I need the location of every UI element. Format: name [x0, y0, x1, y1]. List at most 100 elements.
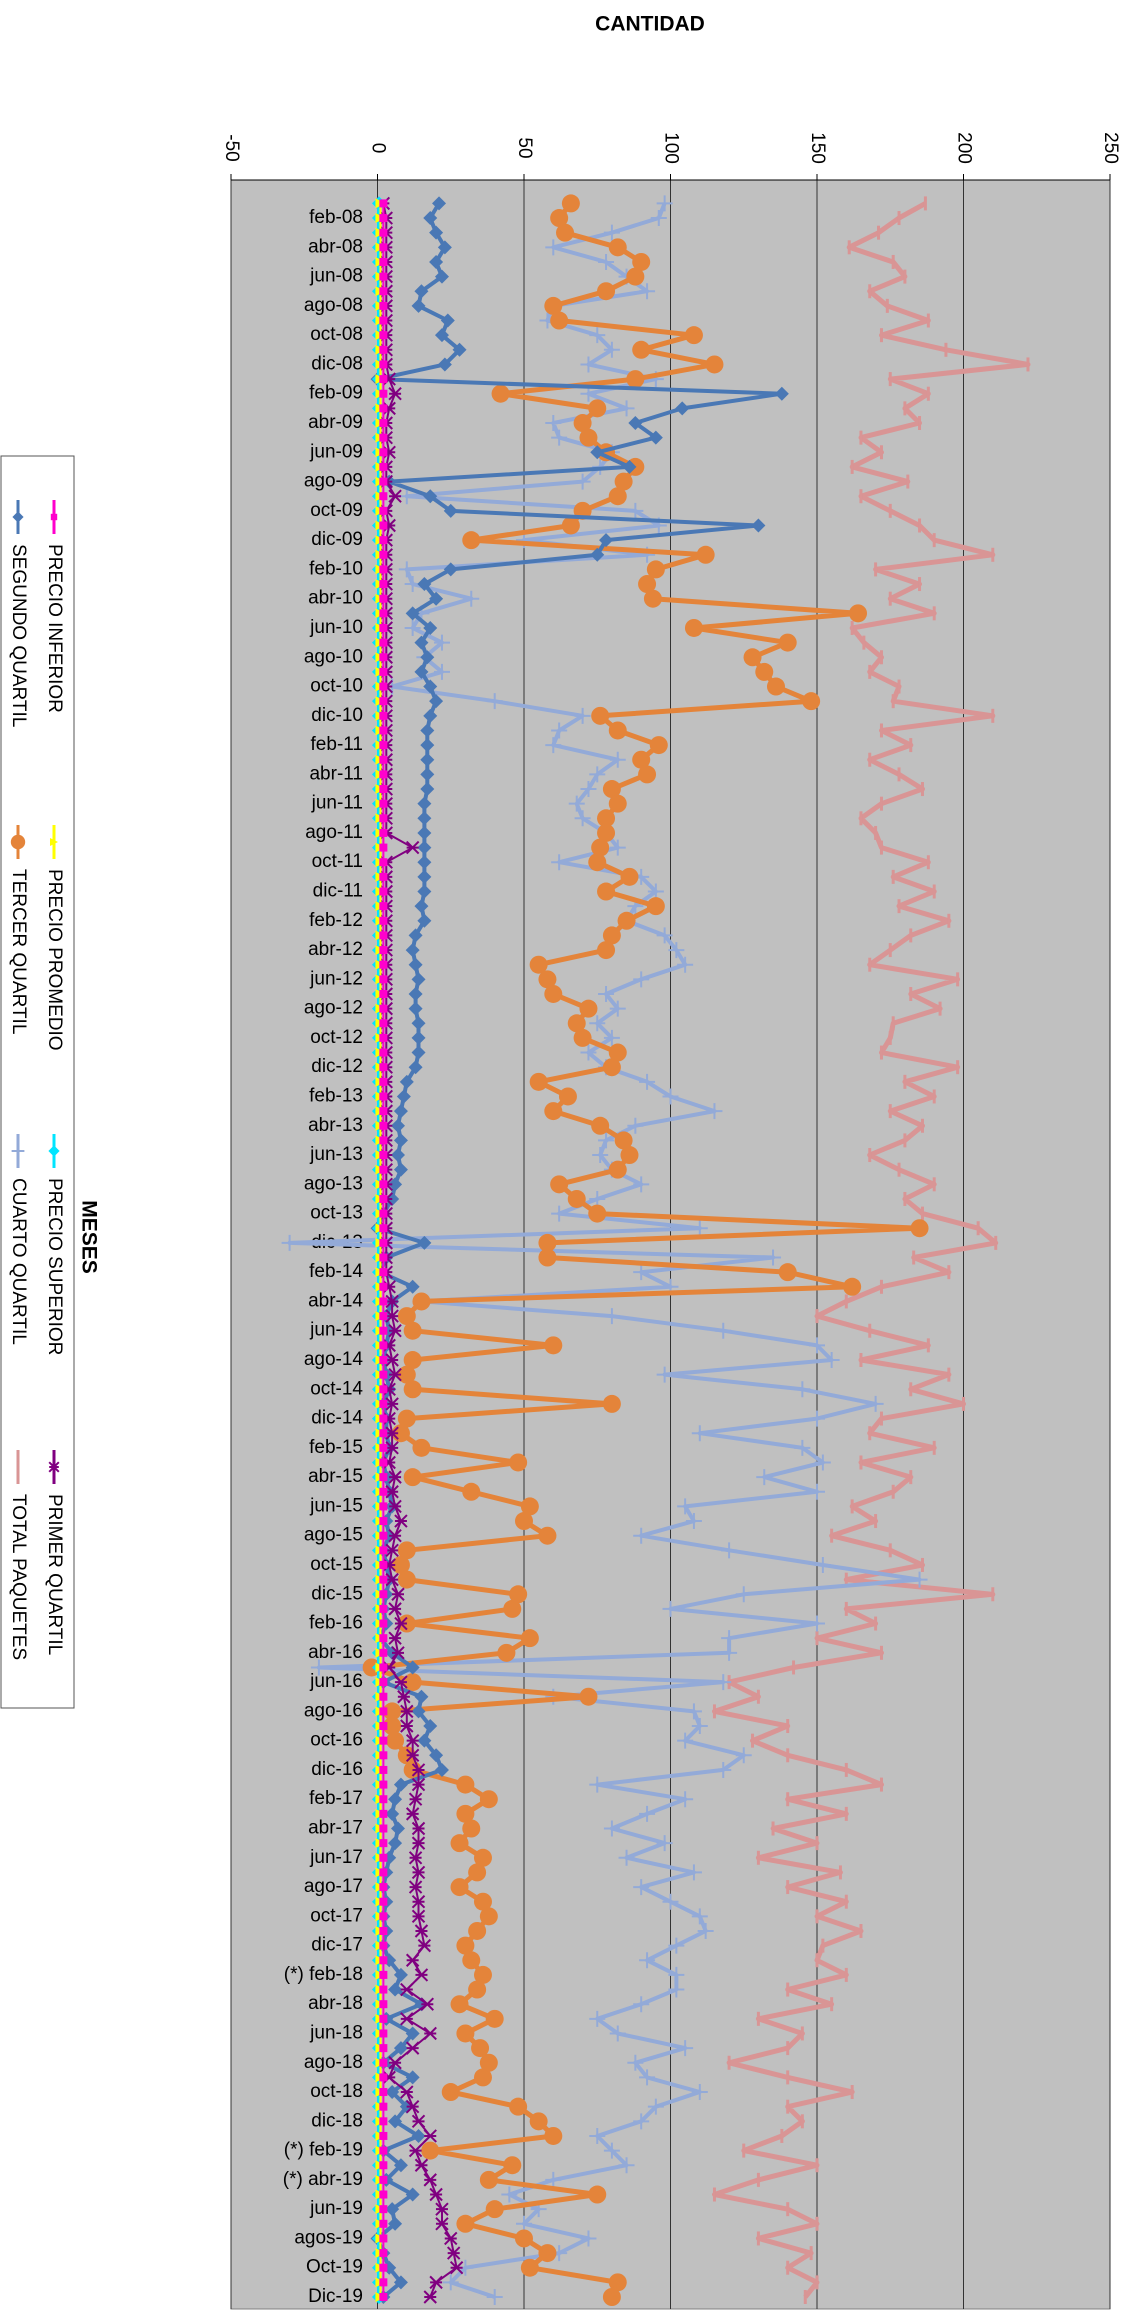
data-point: [379, 1795, 388, 1804]
data-point: [379, 1209, 388, 1218]
data-point: [515, 2229, 533, 2248]
data-point: [417, 884, 432, 899]
data-point: [691, 1220, 708, 1237]
data-point: [379, 2058, 388, 2067]
category-label: agos-19: [294, 2227, 363, 2248]
category-label: jun-15: [309, 1495, 363, 1516]
data-point: [379, 433, 388, 442]
data-point: [691, 1718, 708, 1735]
data-point: [414, 899, 429, 914]
data-point: [379, 2219, 388, 2228]
data-point: [379, 2146, 388, 2155]
data-point: [633, 2113, 650, 2130]
data-point: [910, 1219, 929, 1238]
data-point: [602, 2288, 621, 2306]
data-point: [411, 1894, 426, 1909]
data-point: [420, 752, 435, 767]
data-point: [379, 814, 388, 823]
data-point: [529, 1072, 548, 1091]
data-point: [618, 400, 635, 417]
data-point: [420, 650, 435, 665]
category-label: Dic-19: [308, 2286, 363, 2307]
data-point: [602, 1394, 621, 1413]
data-point: [379, 404, 388, 413]
data-point: [706, 1103, 723, 1120]
data-point: [556, 223, 575, 242]
data-point: [379, 1151, 388, 1160]
data-point: [691, 1425, 708, 1442]
data-point: [429, 591, 444, 606]
legend-label: PRECIO INFERIOR: [44, 544, 65, 713]
data-point: [503, 2156, 522, 2175]
data-point: [551, 722, 568, 739]
data-point: [379, 1414, 388, 1423]
data-point: [423, 2026, 437, 2041]
data-point: [573, 414, 592, 433]
data-point: [379, 2249, 388, 2258]
data-point: [456, 2024, 475, 2043]
data-point: [379, 462, 388, 471]
data-point: [633, 1176, 650, 1193]
data-point: [608, 721, 627, 740]
category-label: dic-14: [311, 1408, 363, 1429]
data-point: [715, 1322, 732, 1339]
data-point: [385, 1485, 399, 1499]
data-point: [379, 580, 388, 589]
data-point: [405, 1748, 420, 1763]
value-tick-label: 250: [1100, 132, 1121, 164]
category-label: ago-18: [304, 2052, 363, 2073]
data-point: [520, 2258, 539, 2277]
data-point: [379, 2014, 388, 2023]
data-point: [281, 1234, 298, 1251]
category-label: abr-16: [308, 1642, 363, 1663]
data-point: [440, 313, 455, 328]
data-point: [685, 1864, 702, 1881]
category-label: oct-11: [312, 851, 363, 872]
data-point: [597, 282, 616, 301]
data-point: [633, 1879, 650, 1896]
data-point: [400, 1704, 414, 1719]
data-point: [603, 224, 620, 241]
data-point: [550, 1175, 569, 1194]
data-point: [379, 1312, 388, 1321]
data-point: [809, 1337, 825, 1354]
data-point: [379, 1765, 388, 1774]
data-point: [417, 796, 432, 811]
data-point: [867, 1395, 884, 1412]
value-tick-label: -50: [221, 134, 242, 161]
data-point: [608, 794, 627, 813]
data-point: [379, 1897, 388, 1906]
data-point: [649, 736, 668, 755]
data-point: [675, 401, 690, 416]
data-point: [608, 1160, 627, 1179]
data-point: [573, 1028, 592, 1047]
data-point: [379, 1121, 388, 1130]
category-label: ago-08: [304, 295, 363, 316]
data-point: [379, 770, 388, 779]
data-point: [379, 2205, 388, 2214]
data-point: [421, 2141, 440, 2160]
data-point: [609, 839, 626, 856]
data-point: [814, 1556, 831, 1573]
data-point: [544, 1336, 563, 1355]
data-point: [385, 1309, 399, 1323]
data-point: [456, 2214, 475, 2233]
data-point: [379, 257, 388, 266]
data-point: [399, 1074, 414, 1089]
category-label: (*) abr-19: [283, 2169, 363, 2190]
data-point: [677, 1791, 694, 1808]
data-point: [385, 1397, 399, 1411]
legend-marker: [48, 1145, 60, 1157]
data-point: [420, 1997, 435, 2011]
data-point: [379, 1356, 388, 1365]
data-point: [379, 389, 388, 398]
data-point: [379, 1780, 388, 1789]
data-point: [379, 1824, 388, 1833]
data-point: [849, 604, 868, 623]
data-point: [408, 1880, 423, 1894]
data-point: [705, 355, 724, 374]
data-point: [473, 1965, 492, 1984]
data-point: [398, 561, 415, 578]
data-point: [429, 2187, 443, 2202]
